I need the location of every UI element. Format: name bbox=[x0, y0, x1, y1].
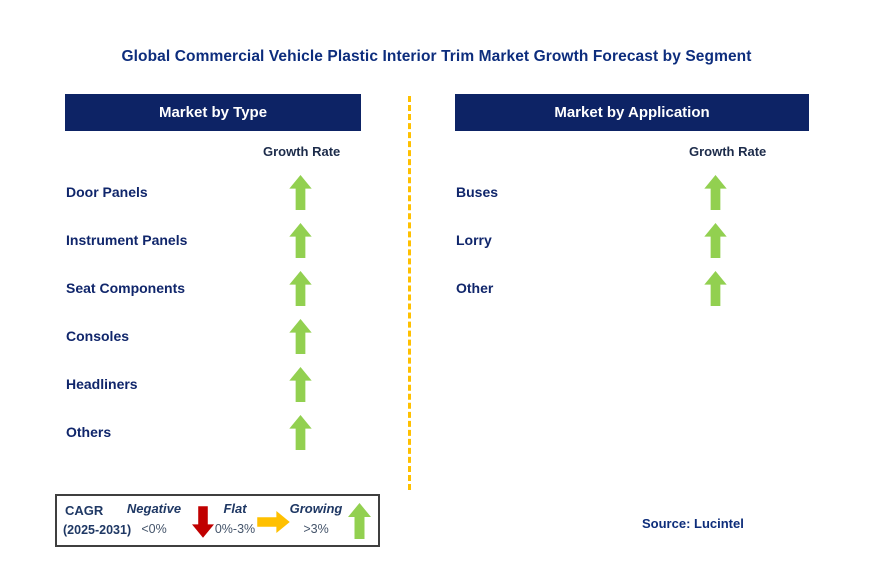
growth-up-arrow-icon bbox=[289, 319, 312, 354]
segment-label: Seat Components bbox=[66, 280, 186, 296]
source-credit: Source: Lucintel bbox=[642, 516, 744, 531]
legend-flat-range: 0%-3% bbox=[214, 522, 256, 536]
growth-rate-header-left: Growth Rate bbox=[263, 144, 341, 159]
flat-right-arrow-icon bbox=[257, 511, 290, 533]
segment-label: Lorry bbox=[456, 232, 492, 248]
legend-growing-label: Growing bbox=[289, 501, 343, 516]
growth-up-arrow-icon bbox=[289, 415, 312, 450]
page-title: Global Commercial Vehicle Plastic Interi… bbox=[121, 48, 752, 65]
growing-up-arrow-icon bbox=[348, 502, 371, 540]
segment-label: Instrument Panels bbox=[66, 232, 188, 248]
segment-label: Headliners bbox=[66, 376, 138, 392]
legend-growing-range: >3% bbox=[303, 522, 329, 536]
segment-label: Door Panels bbox=[66, 184, 148, 200]
segment-label: Buses bbox=[456, 184, 499, 200]
growth-up-arrow-icon bbox=[289, 223, 312, 258]
legend-flat-label: Flat bbox=[223, 501, 247, 516]
legend-cagr-label: CAGR bbox=[65, 503, 104, 518]
legend: CAGR (2025-2031) Negative <0% Flat 0%-3%… bbox=[55, 494, 380, 547]
segment-label: Others bbox=[66, 424, 112, 440]
growth-up-arrow-icon bbox=[289, 175, 312, 210]
legend-period: (2025-2031) bbox=[63, 523, 132, 537]
panel-header-market-by-application: Market by Application bbox=[455, 94, 809, 131]
growth-up-arrow-icon bbox=[704, 223, 727, 258]
growth-up-arrow-icon bbox=[289, 271, 312, 306]
legend-negative-range: <0% bbox=[141, 522, 167, 536]
growth-up-arrow-icon bbox=[704, 271, 727, 306]
dashed-divider bbox=[408, 96, 411, 490]
segment-label: Other bbox=[456, 280, 494, 296]
segment-label: Consoles bbox=[66, 328, 130, 344]
growth-up-arrow-icon bbox=[704, 175, 727, 210]
legend-negative-label: Negative bbox=[126, 501, 182, 516]
growth-up-arrow-icon bbox=[289, 367, 312, 402]
panel-header-market-by-type: Market by Type bbox=[65, 94, 361, 131]
growth-rate-header-right: Growth Rate bbox=[689, 144, 767, 159]
negative-down-arrow-icon bbox=[192, 506, 214, 538]
